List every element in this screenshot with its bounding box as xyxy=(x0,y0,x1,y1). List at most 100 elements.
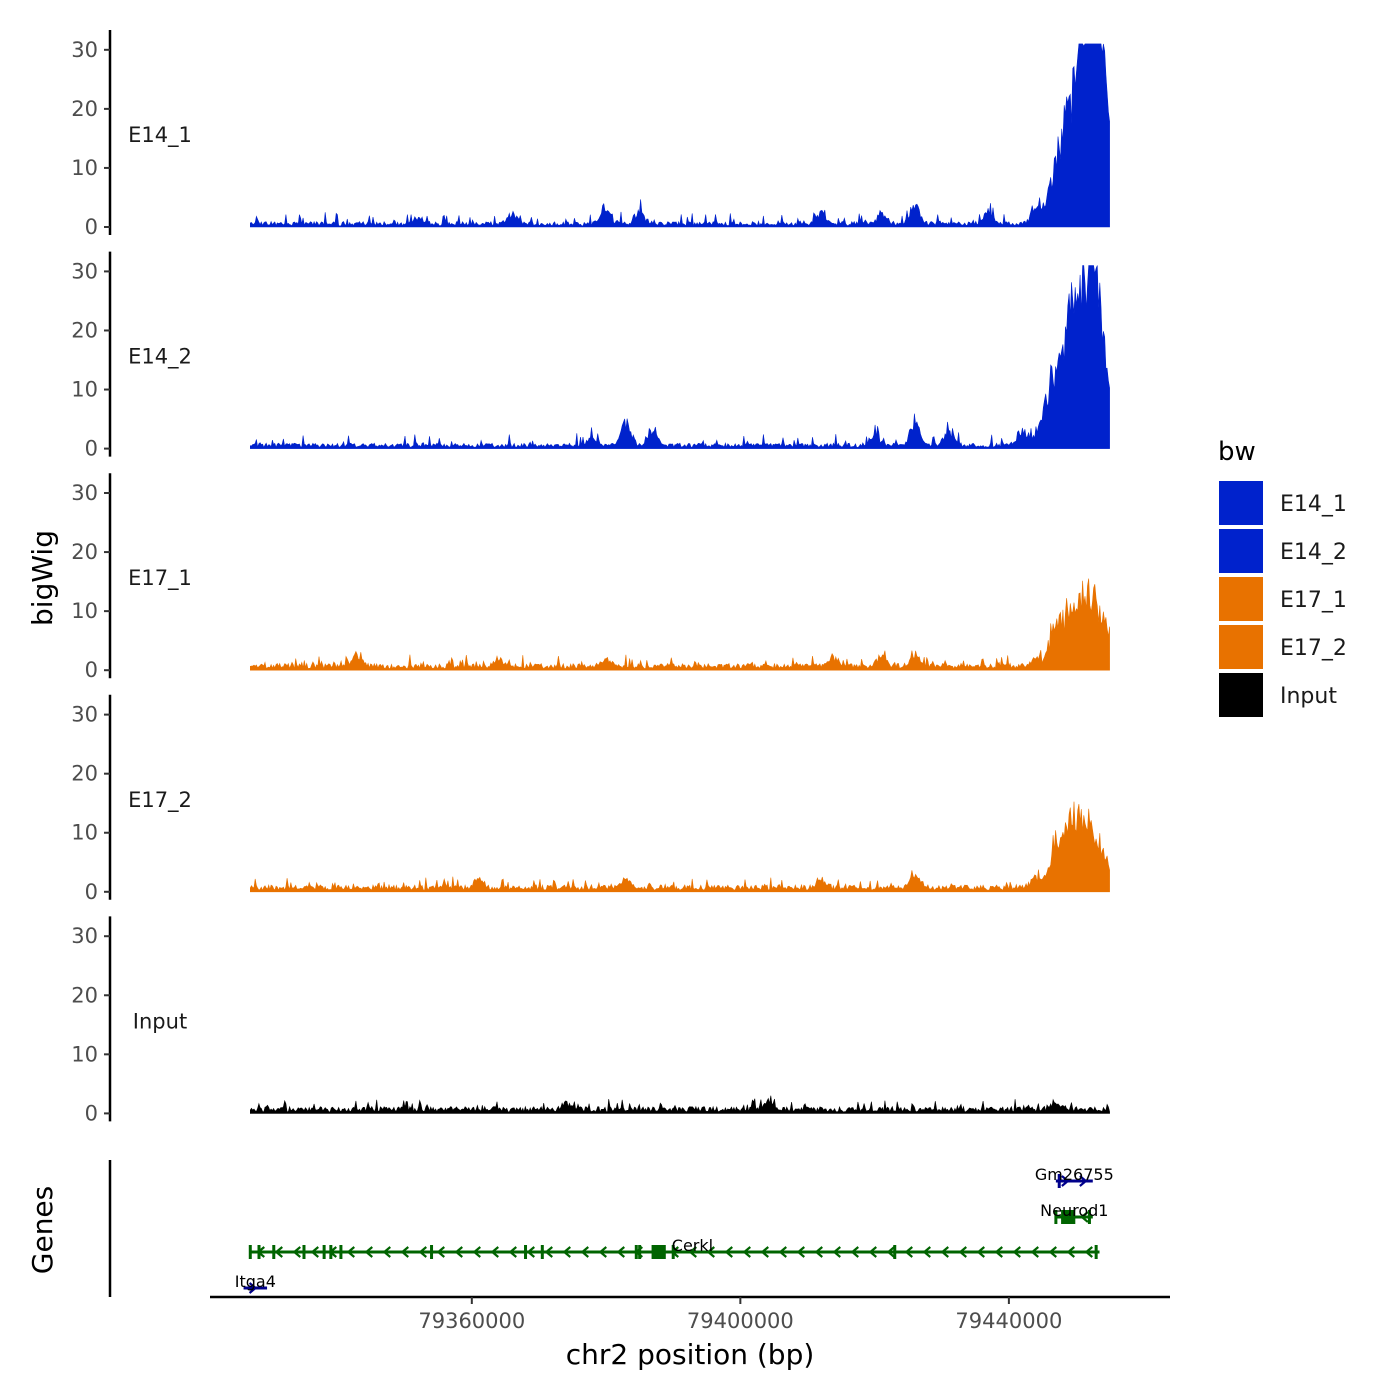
signal-area-input xyxy=(250,1095,1110,1114)
y-tick-label: 20 xyxy=(71,983,98,1007)
strand-chevron xyxy=(562,1246,571,1258)
strand-chevron xyxy=(814,1246,823,1258)
y-tick-label: 0 xyxy=(85,1101,98,1125)
strand-chevron xyxy=(508,1246,517,1258)
exon xyxy=(430,1245,434,1259)
exon xyxy=(272,1245,276,1259)
y-tick-label: 10 xyxy=(71,1042,98,1066)
exon xyxy=(329,1245,333,1259)
strand-chevron xyxy=(526,1246,535,1258)
track-e17-2: 0 10 20 30 E17_2 xyxy=(71,694,1110,904)
legend-item-e14-2: E14_2 xyxy=(1217,527,1347,575)
strand-chevron xyxy=(832,1246,841,1258)
exon xyxy=(257,1245,261,1259)
strand-chevron xyxy=(760,1246,769,1258)
strand-chevron xyxy=(778,1246,787,1258)
strand-chevron xyxy=(922,1246,931,1258)
y-tick-label: 20 xyxy=(71,762,98,786)
exon xyxy=(1087,1210,1091,1224)
y-tick-label: 0 xyxy=(85,658,98,682)
legend: bw E14_1 E14_2 E17_1 E17_2 Input xyxy=(1217,437,1347,719)
strand-chevron xyxy=(248,1282,258,1294)
strand-chevron xyxy=(976,1246,985,1258)
genes-panel: Cerkl Neurod1 Gm26755 Itga4 xyxy=(108,1160,1114,1297)
track-input: 0 10 20 30 Input xyxy=(71,916,1110,1125)
y-tick-label: 30 xyxy=(71,259,98,283)
strand-chevron xyxy=(1066,1246,1075,1258)
gene-gm26755: Gm26755 xyxy=(1035,1165,1114,1188)
legend-label: Input xyxy=(1280,684,1337,709)
track-e14-1: 0 10 20 30 E14_1 xyxy=(71,30,1110,239)
strand-chevron xyxy=(382,1246,391,1258)
strand-chevron xyxy=(940,1246,949,1258)
y-tick-label: 10 xyxy=(71,156,98,180)
strand-chevron xyxy=(544,1246,553,1258)
tracks-layer: 0 10 20 30 E14_1 0 10 20 30 E14_2 0 10 20 30 E17_1 0 10 2… xyxy=(71,30,1110,1125)
signal-area-e17-2 xyxy=(250,801,1110,893)
gene-label: Cerkl xyxy=(672,1236,713,1255)
legend-label: E17_1 xyxy=(1280,588,1347,613)
legend-item-e17-2: E17_2 xyxy=(1217,623,1347,671)
x-tick-label: 79400000 xyxy=(687,1309,794,1333)
strand-chevron xyxy=(688,1246,697,1258)
exon xyxy=(248,1245,252,1259)
strand-chevron xyxy=(724,1246,733,1258)
signal-area-e17-1 xyxy=(250,578,1110,671)
legend-swatch xyxy=(1217,575,1265,623)
legend-swatch xyxy=(1217,479,1265,527)
track-label: E17_1 xyxy=(128,566,192,591)
strand-chevron xyxy=(850,1246,859,1258)
track-label: E14_2 xyxy=(128,345,192,370)
y-tick-label: 30 xyxy=(71,924,98,948)
gene-cerkl: Cerkl xyxy=(248,1236,1100,1259)
strand-chevron xyxy=(742,1246,751,1258)
strand-chevron xyxy=(994,1246,1003,1258)
exon xyxy=(322,1245,326,1259)
strand-chevron xyxy=(418,1246,427,1258)
y-tick-label: 30 xyxy=(71,703,98,727)
track-e17-1: 0 10 20 30 E17_1 xyxy=(71,473,1110,682)
strand-chevron xyxy=(904,1246,913,1258)
exon xyxy=(893,1245,897,1259)
strand-chevron xyxy=(472,1246,481,1258)
strand-chevron xyxy=(1079,1175,1088,1187)
signal-area-e14-1 xyxy=(250,43,1110,228)
strand-chevron xyxy=(706,1246,715,1258)
legend-item-e17-1: E17_1 xyxy=(1217,575,1347,623)
y-tick-label: 20 xyxy=(71,540,98,564)
y-axis-title: bigWig xyxy=(26,530,59,626)
legend-label: E14_1 xyxy=(1280,492,1347,517)
gene-label: Neurod1 xyxy=(1040,1201,1108,1220)
x-axis: 79360000 79400000 79440000 xyxy=(210,1295,1170,1333)
exon xyxy=(1054,1210,1058,1224)
exon xyxy=(634,1245,638,1259)
exon xyxy=(651,1245,655,1259)
legend-label: E14_2 xyxy=(1280,540,1347,565)
strand-chevron xyxy=(274,1246,283,1258)
y-tick-label: 30 xyxy=(71,481,98,505)
strand-chevron xyxy=(292,1246,301,1258)
strand-chevron xyxy=(1012,1246,1021,1258)
strand-chevron xyxy=(346,1246,355,1258)
track-label: E17_2 xyxy=(128,788,192,813)
legend-swatch xyxy=(1217,527,1265,575)
x-axis-title: chr2 position (bp) xyxy=(566,1338,815,1371)
gene-label: Gm26755 xyxy=(1035,1165,1114,1184)
exon xyxy=(1094,1245,1098,1259)
exon xyxy=(671,1245,675,1259)
exon xyxy=(1063,1210,1076,1224)
track-e14-2: 0 10 20 30 E14_2 xyxy=(71,251,1110,461)
track-label: E14_1 xyxy=(128,123,192,148)
strand-chevron xyxy=(1030,1246,1039,1258)
strand-chevron xyxy=(364,1246,373,1258)
x-tick-label: 79440000 xyxy=(955,1309,1062,1333)
y-tick-label: 10 xyxy=(71,378,98,402)
exon xyxy=(1057,1174,1061,1188)
legend-item-e14-1: E14_1 xyxy=(1217,479,1347,527)
legend-swatch xyxy=(1217,671,1265,719)
legend-item-input: Input xyxy=(1217,671,1337,719)
gene-itga4: Itga4 xyxy=(235,1272,276,1294)
exon xyxy=(524,1245,528,1259)
strand-chevron xyxy=(436,1246,445,1258)
